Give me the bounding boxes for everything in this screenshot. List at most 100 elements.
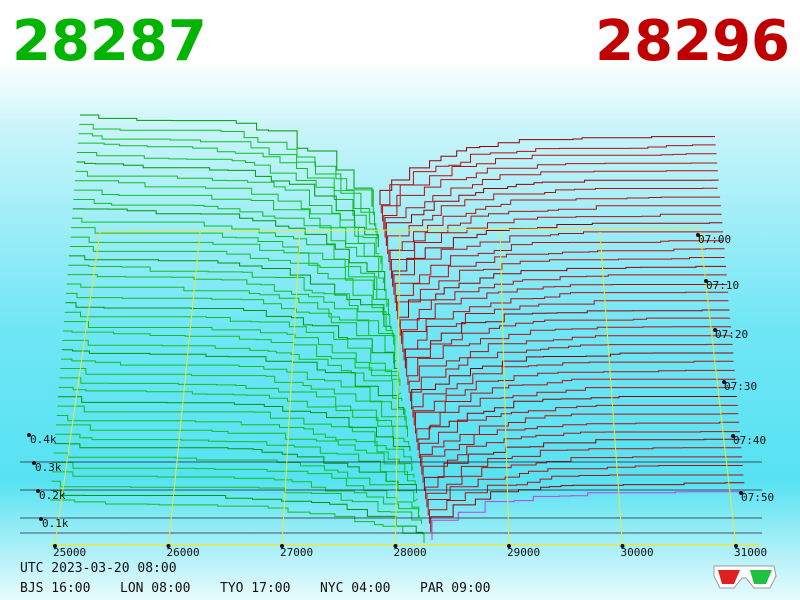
- bid-depth-line: [58, 396, 411, 451]
- time-tick: [739, 491, 743, 495]
- ask-depth-line: [425, 447, 742, 500]
- price-tick: [734, 544, 738, 548]
- ask-depth-line: [412, 360, 734, 418]
- grid-line: [699, 231, 737, 546]
- bid-depth-line: [76, 161, 379, 248]
- timezone-clock: TYO 17:00: [220, 581, 290, 596]
- ask-price: 28296: [595, 9, 790, 74]
- price-tick: [507, 544, 511, 548]
- ask-depth-line: [395, 248, 725, 312]
- price-label: 25000: [53, 546, 86, 559]
- grid-line: [281, 231, 301, 546]
- ask-depth-line: [406, 317, 731, 377]
- ask-depth-line: [422, 431, 740, 483]
- ask-depth-line: [407, 326, 732, 385]
- ask-depth-line: [417, 396, 737, 451]
- ask-depth-line: [401, 284, 728, 344]
- bid-depth-line: [68, 264, 393, 337]
- depth-tick: [39, 517, 43, 521]
- bid-depth-line: [52, 471, 421, 518]
- price-tick: [166, 544, 171, 548]
- depth-label: 0.4k: [30, 433, 57, 446]
- ask-depth-line: [413, 369, 735, 426]
- bid-depth-line: [71, 227, 388, 308]
- ask-depth-line: [390, 213, 722, 279]
- bid-depth-line: [63, 321, 401, 386]
- bid-depth-line: [80, 114, 373, 207]
- bid-depth-line: [53, 452, 418, 503]
- bid-depth-line: [60, 358, 406, 421]
- bid-depth-line: [77, 152, 378, 240]
- time-label: 07:50: [741, 491, 774, 504]
- ask-depth-line: [420, 413, 739, 467]
- bid-depth-line: [59, 377, 409, 437]
- depth-label: 0.1k: [42, 517, 69, 530]
- time-tick: [704, 279, 708, 283]
- bid-depth-line: [78, 133, 376, 227]
- bid-depth-line: [62, 339, 403, 402]
- ask-depth-line: [418, 404, 738, 459]
- timezone-clock: BJS 16:00: [20, 581, 90, 596]
- grid-line: [54, 231, 101, 546]
- bid-depth-line: [60, 368, 407, 430]
- ask-depth-line: [423, 438, 741, 491]
- time-label: 07:10: [706, 279, 739, 292]
- price-tick: [620, 544, 625, 548]
- grid-line: [599, 231, 623, 546]
- bid-depth-line: [56, 414, 414, 472]
- bid-depth-line: [55, 433, 416, 485]
- time-tick: [696, 233, 700, 237]
- bid-depth-line: [61, 349, 405, 415]
- ask-depth-line: [387, 187, 718, 255]
- time-label: 07:00: [698, 233, 731, 246]
- bid-depth-line: [64, 311, 400, 382]
- ask-depth-line: [393, 231, 723, 295]
- time-label: 07:20: [715, 328, 748, 341]
- time-tick: [731, 434, 735, 438]
- ask-depth-line: [384, 170, 718, 238]
- price-label: 31000: [734, 546, 767, 559]
- price-tick: [53, 544, 57, 548]
- bid-depth-line: [71, 217, 387, 300]
- ask-depth-line: [383, 162, 718, 230]
- ask-depth-line: [398, 265, 726, 328]
- grid-line: [99, 227, 701, 233]
- ask-depth-line: [411, 352, 734, 410]
- depth-tick: [36, 489, 40, 493]
- bid-depth-line: [70, 236, 389, 316]
- bid-depth-line: [77, 142, 377, 233]
- ask-depth-line: [415, 378, 736, 434]
- bid-depth-line: [69, 245, 391, 326]
- bid-depth-line: [63, 330, 402, 396]
- bid-depth-line: [73, 199, 384, 284]
- depth-tick: [32, 461, 36, 465]
- ask-depth-line: [380, 144, 716, 214]
- price-label: 29000: [507, 546, 540, 559]
- ask-depth-line: [394, 240, 724, 304]
- bid-depth-line: [50, 499, 425, 544]
- price-label: 26000: [167, 546, 200, 559]
- timezone-clock: LON 08:00: [120, 581, 190, 596]
- ask-depth-line: [382, 153, 717, 222]
- depth-label: 0.2k: [39, 489, 66, 502]
- bid-price: 28287: [12, 9, 207, 74]
- bid-depth-line: [51, 480, 422, 524]
- time-tick: [713, 328, 717, 332]
- ask-depth-line: [428, 474, 744, 524]
- ask-depth-line: [408, 335, 732, 393]
- grid-line: [499, 231, 510, 546]
- ask-depth-line: [388, 196, 721, 263]
- grid-line: [168, 231, 201, 546]
- utc-time: UTC 2023-03-20 08:00: [20, 561, 177, 576]
- time-label: 07:40: [733, 434, 766, 447]
- bid-depth-line: [66, 283, 396, 354]
- bid-depth-line: [72, 208, 386, 292]
- bid-depth-line: [67, 274, 395, 345]
- timezone-clock: PAR 09:00: [420, 581, 490, 596]
- price-label: 28000: [394, 546, 427, 559]
- bid-depth-line: [66, 292, 397, 364]
- price-label: 27000: [280, 546, 313, 559]
- bid-depth-line: [69, 255, 392, 330]
- bid-depth-line: [58, 386, 410, 446]
